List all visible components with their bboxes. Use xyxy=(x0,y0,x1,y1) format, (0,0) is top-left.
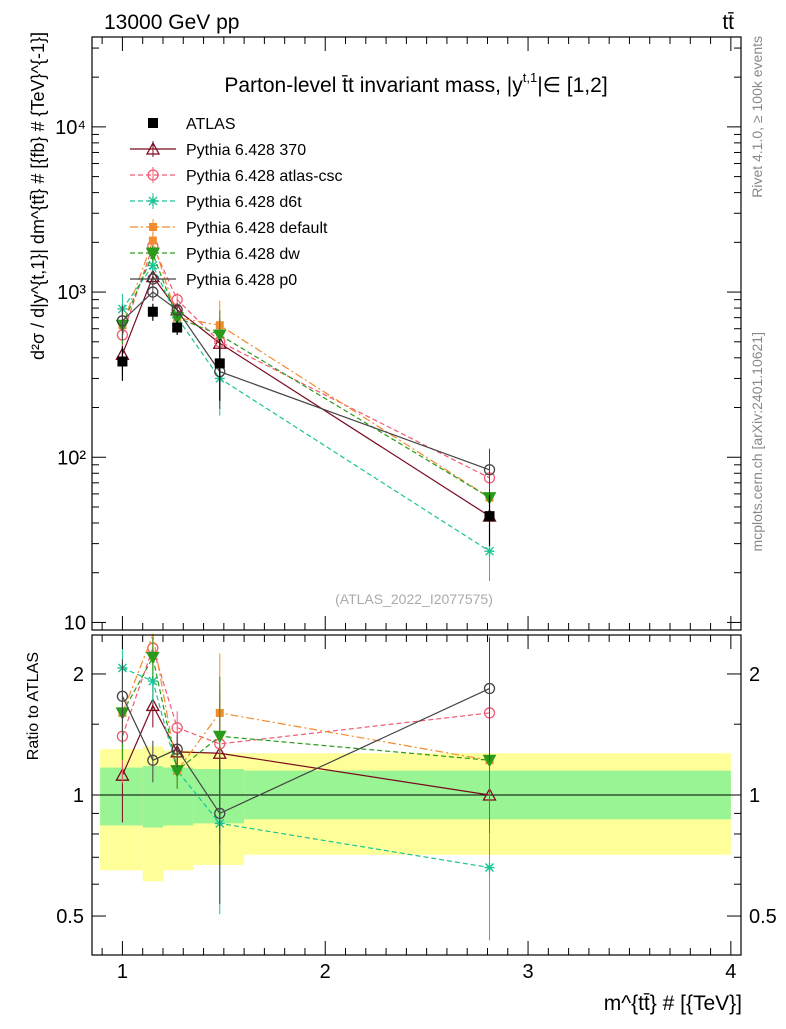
legend-marker-1 xyxy=(145,141,161,155)
rivet-label: Rivet 4.1.0, ≥ 100k events xyxy=(749,36,765,198)
ratio-line-2 xyxy=(122,667,490,869)
ratio-4-point-1 xyxy=(146,651,160,665)
ratio-2-point-4 xyxy=(484,862,495,873)
xtick-label-2: 3 xyxy=(522,961,533,983)
atlas-point-4 xyxy=(484,511,495,522)
main-ytick-label-3: 10⁴ xyxy=(55,117,86,139)
legend-label-4: Pythia 6.428 default xyxy=(186,220,328,237)
legend-marker-0 xyxy=(148,118,158,128)
series-5-point-0 xyxy=(116,315,129,327)
series-5-point-4 xyxy=(483,464,496,476)
mcplots-label: mcplots.cern.ch [arXiv:2401.10621] xyxy=(749,332,765,551)
series-main-0 xyxy=(115,268,497,547)
ratio-5-point-0 xyxy=(116,690,129,702)
atlas-point-1 xyxy=(147,306,158,317)
series-2-point-1 xyxy=(147,260,158,271)
series-5-point-2 xyxy=(171,304,183,316)
x-axis-label: m^{tt̄} # [{TeV}] xyxy=(604,992,742,1015)
xtick-label-1: 2 xyxy=(320,961,331,983)
main-ytick-label-2: 10³ xyxy=(57,282,86,304)
ratio-5-point-2 xyxy=(171,743,183,755)
ratio-line-3 xyxy=(121,632,490,773)
legend-marker-5 xyxy=(146,247,160,261)
series-line-3 xyxy=(121,238,490,499)
ratio-ytick-label-r-0: 0.5 xyxy=(749,906,777,928)
main-ytick-label-0: 10 xyxy=(64,612,86,634)
legend-entry-6: Pythia 6.428 p0 xyxy=(130,271,297,289)
series-main-4 xyxy=(115,245,497,528)
ratio-band-inner-3 xyxy=(193,769,245,824)
series-3-point-1 xyxy=(148,236,157,245)
labels: 13000 GeV pp tt̄ Parton-level t̄t invari… xyxy=(25,11,765,1015)
main-title: Parton-level t̄t invariant mass, |yt,1|∈… xyxy=(224,70,607,97)
watermark: (ATLAS_2022_I2077575) xyxy=(335,591,493,607)
header-left: 13000 GeV pp xyxy=(104,11,239,34)
ratio-ytick-label-r-2: 2 xyxy=(749,664,760,686)
ratio-2-point-1 xyxy=(147,676,158,687)
legend-marker-3 xyxy=(148,196,158,206)
main-title-sup: t,1 xyxy=(523,70,537,85)
y-axis-label-ratio: Ratio to ATLAS xyxy=(25,652,42,760)
legend-entry-4: Pythia 6.428 default xyxy=(130,219,328,237)
axis-ticks: 10 10² 10³ 10⁴ 0.5 0.5 1 1 2 2 1 2 3 4 xyxy=(55,37,777,983)
main-title-text: Parton-level t̄t invariant mass, |y xyxy=(224,74,523,97)
legend-entry-1: Pythia 6.428 370 xyxy=(130,141,306,159)
atlas-point-2 xyxy=(172,322,183,333)
legend-marker-6 xyxy=(147,273,159,285)
legend-label-3: Pythia 6.428 d6t xyxy=(186,194,302,211)
ratio-5-point-4 xyxy=(483,682,496,695)
series-5-point-1 xyxy=(147,286,159,298)
series-line-2 xyxy=(121,264,490,552)
legend-label-0: ATLAS xyxy=(186,116,236,133)
series-4-point-3 xyxy=(212,329,227,342)
ratio-band-inner-1 xyxy=(142,766,163,828)
ratio-ytick-label-1: 1 xyxy=(73,785,84,807)
legend-marker-2 xyxy=(147,169,159,181)
series-line-1 xyxy=(121,244,490,479)
main-frame xyxy=(91,36,742,631)
series-2-point-4 xyxy=(484,546,495,557)
legend-entry-2: Pythia 6.428 atlas-csc xyxy=(130,167,343,185)
ratio-band-inner-2 xyxy=(162,767,194,826)
header-right: tt̄ xyxy=(722,11,734,34)
legend-label-1: Pythia 6.428 370 xyxy=(186,142,306,159)
ratio-ytick-label-r-1: 1 xyxy=(749,785,760,807)
ratio-5-point-1 xyxy=(147,754,159,766)
ratio-bands xyxy=(100,746,731,882)
ratio-ytick-label-0: 0.5 xyxy=(56,906,84,928)
atlas-point-3 xyxy=(214,358,225,369)
ratio-band-inner-0 xyxy=(100,767,143,826)
legend-label-5: Pythia 6.428 dw xyxy=(186,246,300,263)
y-axis-label-main: d²σ / d|y^{t,1}| dm^{tt̄} # [{fb} # {TeV… xyxy=(28,32,48,360)
ratio-5-point-3 xyxy=(214,807,226,820)
ratio-1-point-2 xyxy=(171,722,183,734)
legend-entry-3: Pythia 6.428 d6t xyxy=(130,193,302,211)
legend: ATLAS Pythia 6.428 370 Pythia 6.428 atlas-… xyxy=(130,116,343,289)
ratio-0-point-1 xyxy=(145,698,160,712)
ratio-4-point-3 xyxy=(212,730,227,744)
legend-marker-4 xyxy=(149,223,157,231)
legend-label-2: Pythia 6.428 atlas-csc xyxy=(186,168,343,185)
ratio-ytick-label-2: 2 xyxy=(73,664,84,686)
legend-label-6: Pythia 6.428 p0 xyxy=(186,272,297,289)
series-ratio-5 xyxy=(116,637,496,905)
main-ytick-label-1: 10² xyxy=(57,447,86,469)
legend-entry-0: ATLAS xyxy=(148,116,236,133)
xtick-label-0: 1 xyxy=(117,961,128,983)
atlas-data xyxy=(117,303,495,547)
main-title-tail: |∈ [1,2] xyxy=(537,74,607,97)
series-line-4 xyxy=(121,252,490,499)
xtick-label-3: 4 xyxy=(725,961,736,983)
atlas-point-0 xyxy=(117,356,128,367)
legend-entry-5: Pythia 6.428 dw xyxy=(130,245,300,263)
